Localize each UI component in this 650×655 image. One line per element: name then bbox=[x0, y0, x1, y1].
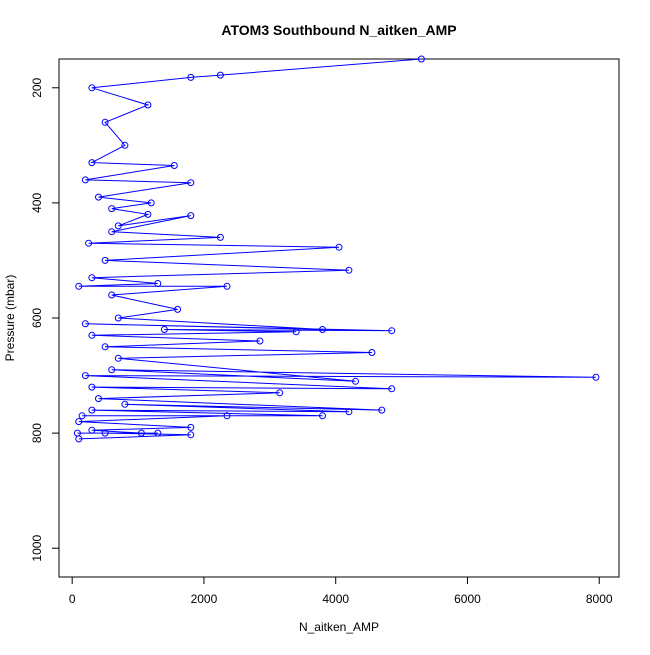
data-point bbox=[170, 162, 178, 169]
data-point bbox=[81, 320, 89, 328]
data-point bbox=[121, 141, 129, 149]
data-point bbox=[101, 429, 109, 437]
data-point bbox=[108, 291, 116, 299]
series-layer bbox=[73, 55, 600, 443]
y-tick-label: 400 bbox=[30, 193, 44, 213]
data-point bbox=[345, 266, 353, 274]
series-line bbox=[77, 58, 596, 440]
data-point bbox=[101, 256, 109, 264]
data-point bbox=[276, 389, 284, 397]
data-point bbox=[75, 435, 83, 443]
y-tick-label: 600 bbox=[30, 308, 44, 328]
data-point bbox=[319, 412, 326, 420]
data-point bbox=[78, 412, 86, 420]
data-point bbox=[368, 349, 376, 356]
data-point bbox=[88, 274, 96, 282]
data-point bbox=[388, 385, 396, 393]
data-point bbox=[108, 228, 116, 236]
data-point bbox=[345, 408, 353, 416]
data-point bbox=[216, 71, 224, 79]
data-point bbox=[154, 429, 162, 437]
data-point bbox=[187, 431, 195, 439]
data-point bbox=[388, 327, 396, 335]
data-point bbox=[137, 429, 145, 437]
data-point bbox=[187, 423, 195, 431]
data-point bbox=[81, 372, 89, 380]
data-point bbox=[292, 328, 300, 336]
data-point bbox=[223, 282, 231, 290]
data-point bbox=[144, 101, 152, 109]
x-tick-label: 0 bbox=[69, 592, 76, 606]
y-axis-label: Pressure (mbar) bbox=[3, 275, 17, 362]
data-point bbox=[216, 233, 224, 241]
data-point bbox=[88, 84, 96, 92]
data-point bbox=[592, 373, 600, 381]
data-point bbox=[75, 282, 83, 290]
plot-frame bbox=[58, 58, 620, 578]
chart-title: ATOM3 Southbound N_aitken_AMP bbox=[221, 22, 456, 38]
x-axis-label: N_aitken_AMP bbox=[299, 620, 379, 634]
data-point bbox=[319, 326, 326, 333]
data-point bbox=[108, 366, 116, 374]
data-point bbox=[101, 343, 109, 351]
x-tick-label: 4000 bbox=[322, 592, 349, 606]
x-tick-label: 8000 bbox=[586, 592, 613, 606]
data-point bbox=[114, 314, 122, 322]
data-point bbox=[88, 406, 96, 414]
data-point bbox=[144, 210, 152, 218]
data-point bbox=[81, 176, 89, 184]
data-point bbox=[187, 179, 195, 187]
data-point bbox=[88, 159, 96, 167]
x-tick-label: 2000 bbox=[191, 592, 218, 606]
data-point bbox=[256, 337, 264, 345]
data-point bbox=[335, 243, 343, 251]
y-tick-label: 800 bbox=[30, 423, 44, 443]
data-point bbox=[154, 280, 162, 287]
y-tick-label: 1000 bbox=[30, 535, 44, 562]
x-tick-label: 6000 bbox=[454, 592, 481, 606]
data-point bbox=[417, 55, 425, 63]
y-tick-label: 200 bbox=[30, 77, 44, 97]
data-point bbox=[147, 199, 155, 207]
data-point bbox=[114, 222, 122, 230]
data-point bbox=[101, 118, 109, 126]
data-point bbox=[85, 239, 93, 247]
data-point bbox=[88, 331, 96, 339]
data-point bbox=[174, 305, 182, 313]
data-point bbox=[378, 406, 386, 414]
data-point bbox=[187, 212, 195, 220]
data-point bbox=[160, 326, 168, 333]
data-point bbox=[95, 395, 102, 403]
data-point bbox=[88, 383, 96, 391]
data-point bbox=[121, 400, 129, 408]
data-point bbox=[187, 73, 195, 81]
data-point bbox=[95, 193, 102, 201]
axes-layer: 0 2000 4000 6000 8000 200 400 600 800 1000 bbox=[30, 77, 613, 606]
data-point bbox=[352, 377, 359, 385]
data-point bbox=[108, 205, 116, 213]
data-point bbox=[114, 354, 122, 362]
data-point bbox=[223, 412, 231, 420]
data-point bbox=[75, 418, 83, 426]
data-point bbox=[88, 426, 96, 434]
